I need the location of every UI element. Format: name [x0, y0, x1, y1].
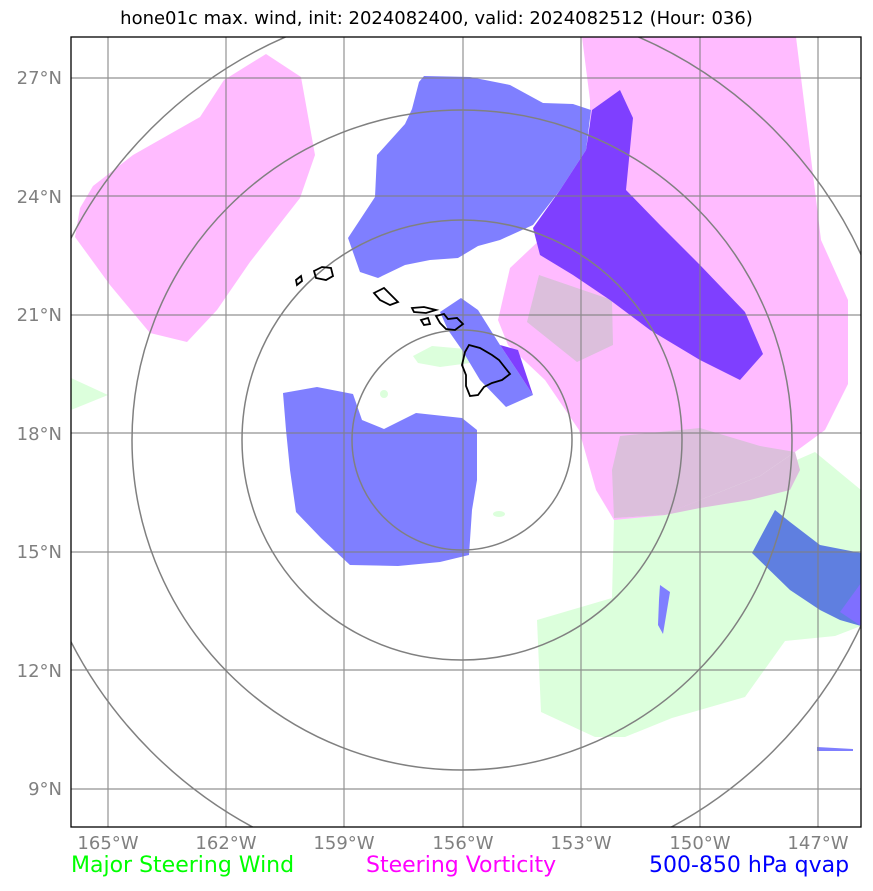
island-hawaii	[461, 343, 512, 397]
range-ring-2	[241, 219, 683, 661]
qvap-vorticity-overlap-center	[500, 345, 533, 395]
lat-tick-15n: 15°N	[17, 542, 62, 563]
island-oahu	[372, 286, 400, 306]
qvap-east-band	[752, 510, 861, 626]
qvap-region-streak	[817, 747, 853, 751]
lon-tick-156w: 156°W	[432, 833, 493, 854]
wind-region-central	[413, 346, 470, 367]
range-ring-1	[351, 329, 573, 551]
island-lanai	[419, 316, 432, 326]
wind-dot-2	[493, 511, 505, 517]
lon-tick-153w: 153°W	[550, 833, 611, 854]
island-molokai	[410, 306, 440, 314]
lat-tick-labels: 27°N 24°N 21°N 18°N 15°N 12°N 9°N	[17, 68, 62, 800]
lon-tick-147w: 147°W	[787, 833, 848, 854]
legend-steering-vorticity: Steering Vorticity	[366, 853, 557, 878]
wind-region-west	[71, 378, 108, 410]
lat-tick-24n: 24°N	[17, 187, 62, 208]
lon-tick-150w: 150°W	[669, 833, 730, 854]
lon-tick-162w: 162°W	[195, 833, 256, 854]
lat-tick-27n: 27°N	[17, 68, 62, 89]
coastline-hawaii	[295, 266, 512, 397]
vorticity-inner-overlap	[527, 275, 613, 362]
island-niihau	[295, 274, 303, 287]
qvap-vorticity-overlap-band	[533, 90, 763, 380]
lon-tick-159w: 159°W	[313, 833, 374, 854]
vorticity-south-overlap	[612, 428, 795, 518]
range-rings	[71, 37, 861, 827]
vorticity-wind-overlap	[614, 452, 800, 518]
plot-frame	[70, 36, 862, 828]
lon-tick-165w: 165°W	[77, 833, 138, 854]
island-kauai	[312, 266, 335, 281]
qvap-region-north	[348, 76, 591, 278]
lon-tick-labels: 165°W 162°W 159°W 156°W 153°W 150°W 147°…	[77, 833, 848, 854]
lat-tick-12n: 12°N	[17, 661, 62, 682]
qvap-region-small	[658, 585, 670, 634]
island-maui	[434, 312, 465, 331]
legend-steering-wind: Major Steering Wind	[71, 853, 295, 878]
wind-dot-1	[380, 390, 388, 398]
qvap-east-tip	[840, 583, 861, 626]
range-ring-3	[131, 109, 793, 771]
map-title: hone01c max. wind, init: 2024082400, val…	[120, 8, 753, 29]
graticule	[71, 37, 861, 827]
vorticity-region-northwest	[75, 54, 315, 342]
lat-tick-9n: 9°N	[28, 779, 62, 800]
lat-tick-21n: 21°N	[17, 305, 62, 326]
legend-qvap: 500-850 hPa qvap	[649, 853, 850, 878]
map-plot-area	[71, 37, 861, 827]
lat-tick-18n: 18°N	[17, 424, 62, 445]
qvap-region-south	[283, 387, 477, 566]
